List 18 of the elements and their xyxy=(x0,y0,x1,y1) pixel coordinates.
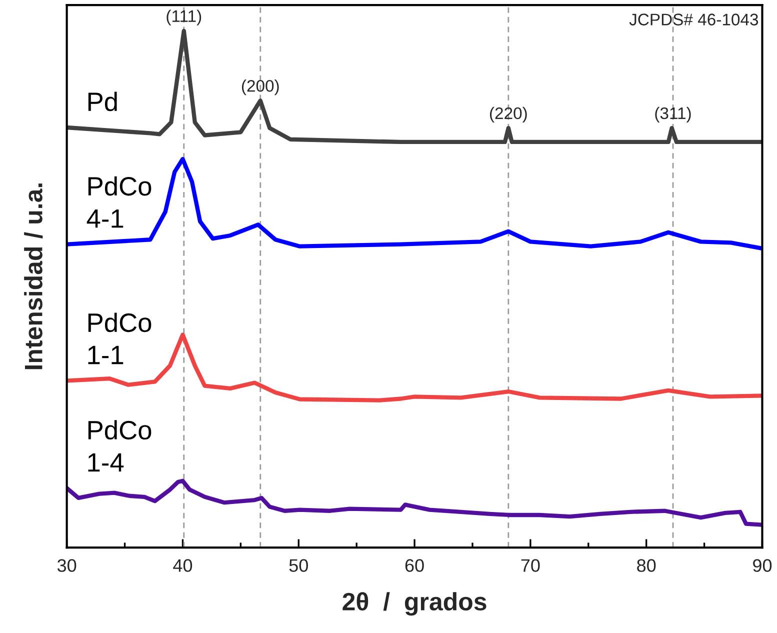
x-tick-label: 40 xyxy=(173,559,192,572)
annotation: (220) xyxy=(490,106,527,122)
x-tick-label: 90 xyxy=(753,559,772,572)
annotation: (311) xyxy=(655,106,691,122)
x-tick-label: 70 xyxy=(521,559,540,572)
annotation: (111) xyxy=(166,10,202,26)
x-axis-title: 2θ / grados xyxy=(342,592,486,616)
text: JCPDS# 46-1043 xyxy=(629,14,758,26)
x-tick-label: 30 xyxy=(57,559,76,572)
series-label: PdCo 1-4 xyxy=(88,420,152,472)
x-tick-label: 80 xyxy=(637,559,656,572)
annotation: (200) xyxy=(242,80,279,96)
y-axis-title: Intensidad / u.a. xyxy=(24,184,43,370)
series-label: PdCo 1-1 xyxy=(88,312,152,364)
series-label: Pd xyxy=(88,92,117,112)
series-label: PdCo 4-1 xyxy=(86,176,152,228)
x-tick-label: 60 xyxy=(405,559,424,572)
x-tick-label: 50 xyxy=(289,559,308,572)
